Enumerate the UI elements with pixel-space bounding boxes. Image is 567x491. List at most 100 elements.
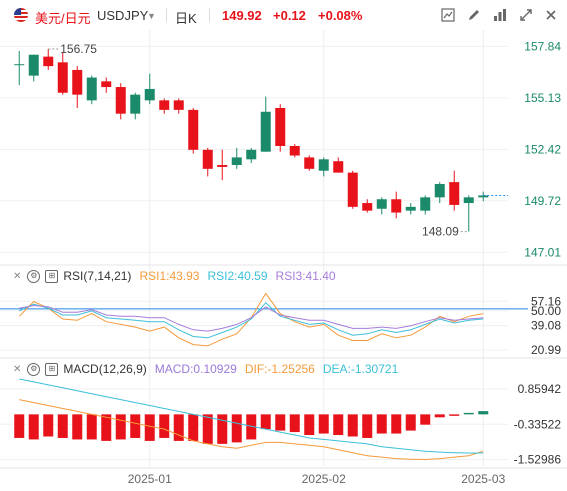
candle-body: [260, 111, 271, 152]
y-tick-label: 0.85942: [518, 382, 562, 396]
macd-histogram-bar: [57, 414, 68, 438]
candle-body: [188, 109, 199, 150]
candle-body: [318, 159, 329, 171]
macd-value: MACD:0.10929: [154, 362, 237, 376]
grid-layer: [0, 30, 567, 469]
x-tick-label: 2025-03: [461, 472, 505, 486]
expand-icon: [520, 9, 532, 21]
price-change: +0.12: [273, 8, 306, 23]
y-tick-label: 155.13: [524, 91, 561, 105]
macd-histogram-bar: [304, 414, 315, 436]
high-annotation: 156.75: [60, 42, 97, 56]
candle-body: [14, 64, 25, 66]
price-change-percent: +0.08%: [318, 8, 363, 23]
macd-panel: [14, 378, 489, 461]
candle-body: [434, 184, 445, 198]
macd-histogram-bar: [405, 414, 416, 431]
interval-selector[interactable]: 日K: [175, 11, 197, 26]
fullscreen-button[interactable]: [515, 6, 537, 24]
us-jp-flag-icon: [14, 8, 28, 22]
macd-header: ✕ ⚙ ⊞ MACD(12,26,9) MACD:0.10929 DIF:-1.…: [13, 362, 398, 376]
macd-histogram-bar: [202, 414, 213, 444]
info-icon[interactable]: ⊞: [45, 269, 59, 283]
macd-histogram-bar: [188, 414, 199, 441]
y-tick-label: 152.42: [524, 142, 561, 156]
macd-histogram-bar: [318, 414, 329, 434]
indicator-button[interactable]: [489, 6, 511, 24]
rsi1-value: RSI1:43.93: [139, 269, 200, 283]
candle-body: [144, 88, 155, 101]
y-tick-label: 50.00: [531, 304, 561, 318]
pair-name[interactable]: 美元/日元: [35, 11, 91, 26]
candle-body: [304, 157, 315, 169]
rsi3-value: RSI3:41.40: [275, 269, 336, 283]
chart-type-button[interactable]: [437, 6, 459, 24]
macd-histogram-bar: [260, 414, 271, 430]
dea-value: DEA:-1.30721: [322, 362, 399, 376]
divider: [166, 8, 167, 22]
macd-histogram-bar: [144, 414, 155, 441]
candle-body: [28, 54, 39, 76]
candle-body: [202, 149, 213, 169]
close-button[interactable]: [540, 6, 562, 24]
candle-body: [420, 197, 431, 211]
macd-histogram-bar: [43, 414, 54, 437]
macd-histogram-bar: [173, 414, 184, 441]
candle-body: [115, 87, 126, 114]
pencil-icon: [469, 10, 479, 20]
close-icon: [546, 10, 556, 20]
macd-histogram-bar: [159, 414, 170, 438]
macd-histogram-bar: [130, 414, 141, 438]
candle-body: [130, 94, 141, 114]
candle-body: [246, 149, 257, 160]
candle-body: [333, 161, 344, 173]
info-icon[interactable]: ⊞: [45, 362, 59, 376]
price-panel: 156.75 148.09: [14, 42, 508, 239]
candle-body: [463, 197, 474, 204]
divider: [209, 8, 210, 22]
rsi-line-rsi3: [19, 304, 484, 332]
macd-histogram-bar: [391, 414, 402, 434]
settings-icon[interactable]: ⚙: [27, 269, 41, 283]
macd-histogram-bar: [231, 414, 242, 443]
macd-histogram-bar: [289, 414, 300, 433]
macd-histogram-bar: [362, 414, 373, 438]
candle-body: [57, 62, 68, 93]
y-tick-label: 149.72: [524, 194, 561, 208]
candle-body: [478, 195, 489, 198]
candle-body: [101, 81, 112, 88]
candle-body: [449, 182, 460, 205]
x-tick-label: 2025-01: [128, 472, 172, 486]
macd-histogram-bar: [246, 414, 257, 440]
draw-button[interactable]: [463, 6, 485, 24]
candle-body: [405, 206, 416, 211]
macd-histogram-bar: [376, 414, 387, 434]
chart-header: 美元/日元 USDJPY ▼ 日K 149.92 +0.12 +0.08%: [0, 0, 567, 30]
macd-histogram-bar: [463, 412, 474, 415]
pair-code[interactable]: USDJPY: [97, 8, 149, 23]
collapse-icon[interactable]: ✕: [13, 270, 22, 282]
macd-title: MACD(12,26,9): [63, 362, 147, 376]
rsi-panel: [0, 292, 528, 347]
y-tick-label: -0.33522: [514, 417, 562, 431]
collapse-icon[interactable]: ✕: [13, 363, 22, 375]
candle-body: [275, 107, 286, 146]
chevron-down-icon[interactable]: ▼: [147, 11, 156, 21]
candle-body: [43, 56, 54, 67]
macd-histogram-bar: [449, 414, 460, 416]
macd-histogram-bar: [217, 414, 228, 444]
y-tick-label: 157.84: [524, 39, 561, 53]
rsi2-value: RSI2:40.59: [207, 269, 268, 283]
y-tick-label: 57.16: [531, 294, 561, 308]
macd-histogram-bar: [333, 414, 344, 436]
macd-histogram-bar: [115, 414, 126, 440]
settings-icon[interactable]: ⚙: [27, 362, 41, 376]
y-tick-label: -1.52986: [514, 453, 562, 467]
last-price: 149.92: [222, 8, 262, 23]
candle-body: [391, 199, 402, 213]
macd-histogram-bar: [28, 414, 39, 440]
macd-histogram-bar: [86, 414, 97, 440]
candle-body: [376, 199, 387, 209]
indicator-icon: [494, 9, 506, 21]
